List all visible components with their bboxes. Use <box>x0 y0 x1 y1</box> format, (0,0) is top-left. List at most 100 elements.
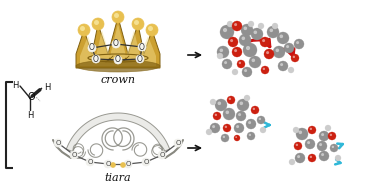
Circle shape <box>259 118 261 120</box>
Circle shape <box>330 134 332 136</box>
Circle shape <box>264 49 274 59</box>
Polygon shape <box>76 17 160 68</box>
Circle shape <box>251 28 263 40</box>
Circle shape <box>305 139 315 149</box>
Circle shape <box>212 125 215 128</box>
Text: O: O <box>93 55 99 64</box>
Circle shape <box>239 34 251 46</box>
Circle shape <box>114 56 122 64</box>
Circle shape <box>260 37 270 47</box>
Circle shape <box>297 155 300 158</box>
Circle shape <box>217 46 229 58</box>
Circle shape <box>226 111 229 114</box>
Circle shape <box>321 153 324 156</box>
Circle shape <box>307 141 310 144</box>
Circle shape <box>284 43 294 53</box>
Circle shape <box>240 102 243 105</box>
Circle shape <box>225 126 227 128</box>
Circle shape <box>286 45 289 48</box>
Circle shape <box>295 153 305 163</box>
Circle shape <box>253 108 255 110</box>
Circle shape <box>243 27 247 30</box>
Circle shape <box>237 60 245 68</box>
Circle shape <box>325 125 331 131</box>
Text: O: O <box>175 140 181 146</box>
Polygon shape <box>80 24 156 66</box>
Circle shape <box>217 102 221 105</box>
Circle shape <box>215 99 227 111</box>
Circle shape <box>248 21 254 27</box>
Circle shape <box>249 134 251 136</box>
Circle shape <box>223 108 235 120</box>
Circle shape <box>234 135 240 141</box>
Text: O: O <box>87 159 93 165</box>
Text: ....: .... <box>34 95 42 103</box>
Circle shape <box>293 127 299 133</box>
Circle shape <box>308 154 316 162</box>
Circle shape <box>272 23 278 29</box>
Circle shape <box>232 69 238 75</box>
Circle shape <box>280 63 283 66</box>
Circle shape <box>319 151 329 161</box>
Circle shape <box>319 131 329 141</box>
Text: O: O <box>139 42 145 52</box>
Circle shape <box>248 121 251 124</box>
Circle shape <box>92 55 100 63</box>
Text: O: O <box>105 161 111 167</box>
Circle shape <box>241 24 253 36</box>
Text: O: O <box>115 55 121 64</box>
Circle shape <box>213 112 221 120</box>
Circle shape <box>243 43 257 57</box>
Circle shape <box>262 39 265 42</box>
Circle shape <box>277 32 289 44</box>
Circle shape <box>86 158 94 166</box>
Text: H: H <box>27 111 33 121</box>
Circle shape <box>246 46 250 50</box>
Circle shape <box>215 114 217 116</box>
Circle shape <box>134 20 139 25</box>
Ellipse shape <box>76 60 160 72</box>
Circle shape <box>88 44 96 52</box>
Circle shape <box>78 24 90 36</box>
Circle shape <box>132 18 144 30</box>
Circle shape <box>310 128 312 130</box>
Circle shape <box>223 124 231 132</box>
Circle shape <box>121 162 125 168</box>
Circle shape <box>210 123 220 133</box>
Circle shape <box>228 37 238 47</box>
Circle shape <box>330 144 338 152</box>
Circle shape <box>136 55 144 63</box>
Text: O: O <box>143 159 149 165</box>
Circle shape <box>110 162 116 168</box>
Circle shape <box>210 99 216 105</box>
Circle shape <box>296 144 298 146</box>
Circle shape <box>92 18 104 30</box>
Circle shape <box>174 139 182 147</box>
Circle shape <box>234 123 244 133</box>
Circle shape <box>251 58 255 62</box>
Circle shape <box>335 155 341 161</box>
Circle shape <box>236 125 239 128</box>
Circle shape <box>263 68 265 70</box>
Circle shape <box>227 21 233 27</box>
Circle shape <box>237 99 249 111</box>
Circle shape <box>251 106 259 114</box>
Circle shape <box>328 132 336 140</box>
Circle shape <box>267 26 279 38</box>
Circle shape <box>321 133 324 136</box>
Circle shape <box>278 61 288 71</box>
Circle shape <box>239 62 241 64</box>
Circle shape <box>112 11 124 23</box>
Text: O: O <box>125 161 131 167</box>
Circle shape <box>317 141 327 151</box>
Polygon shape <box>66 113 170 152</box>
Circle shape <box>158 151 166 159</box>
Circle shape <box>221 134 229 142</box>
Circle shape <box>229 98 231 100</box>
Circle shape <box>242 36 245 40</box>
Circle shape <box>223 28 227 32</box>
Text: H: H <box>12 82 18 90</box>
Circle shape <box>220 25 234 39</box>
Circle shape <box>148 26 153 31</box>
Circle shape <box>244 69 247 72</box>
